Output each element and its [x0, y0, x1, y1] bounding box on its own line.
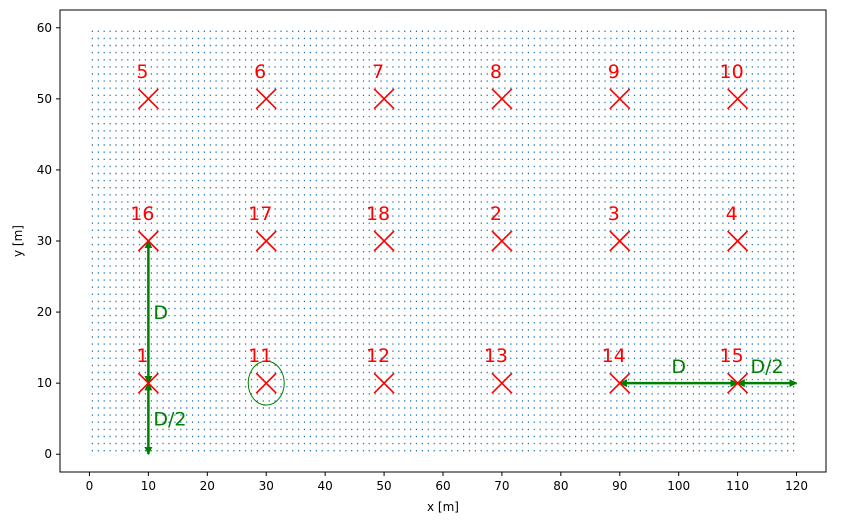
turbine-label: 3	[608, 203, 620, 225]
y-tick-label: 60	[37, 21, 52, 35]
dimension-label: D	[153, 302, 168, 324]
turbine-marker	[255, 372, 277, 394]
y-axis-ticks: 0 10 20 30 40 50 60	[37, 21, 60, 461]
y-tick-label: 10	[37, 376, 52, 390]
turbine-label: 10	[720, 61, 744, 83]
turbine-label: 14	[602, 345, 626, 367]
turbine-marker	[255, 88, 277, 110]
turbine-marker	[491, 230, 513, 252]
turbine-label: 9	[608, 61, 620, 83]
turbine-label: 11	[248, 345, 272, 367]
turbine-marker	[609, 230, 631, 252]
y-tick-label: 20	[37, 305, 52, 319]
dimension-label: D/2	[751, 356, 784, 378]
dimension-label: D/2	[153, 409, 186, 431]
plot-frame	[59, 9, 827, 473]
x-tick-label: 20	[200, 479, 215, 493]
turbine-label: 15	[720, 345, 744, 367]
y-axis-label: y [m]	[11, 225, 25, 257]
turbine-marker	[137, 88, 159, 110]
x-tick-label: 0	[86, 479, 94, 493]
x-tick-label: 30	[259, 479, 274, 493]
turbine-marker	[727, 88, 749, 110]
turbine-marker	[137, 372, 159, 394]
x-tick-label: 60	[435, 479, 450, 493]
x-tick-label: 90	[612, 479, 627, 493]
turbine-label: 5	[136, 61, 148, 83]
turbine-label: 6	[254, 61, 266, 83]
x-axis-ticks: 0 10 20 30 40 50 60 70 80 90 100 110 120	[86, 472, 808, 493]
turbine-marker	[373, 88, 395, 110]
turbine-marker	[727, 230, 749, 252]
dimension-label: D	[671, 356, 686, 378]
x-tick-label: 80	[553, 479, 568, 493]
y-tick-label: 50	[37, 92, 52, 106]
x-tick-label: 40	[318, 479, 333, 493]
x-tick-label: 110	[726, 479, 749, 493]
annotations-layer: D D/2 D D/2	[144, 240, 798, 456]
axes: 0 10 20 30 40 50 60 70 80 90 100 110 120 01020304050…	[11, 9, 827, 514]
turbine-label: 7	[372, 61, 384, 83]
x-tick-label: 70	[494, 479, 509, 493]
turbine-marker	[609, 88, 631, 110]
grid-points-layer	[91, 30, 795, 452]
turbine-marker	[491, 88, 513, 110]
turbine-label: 4	[726, 203, 738, 225]
x-tick-label: 120	[785, 479, 808, 493]
turbine-label: 12	[366, 345, 390, 367]
turbine-marker	[609, 372, 631, 394]
turbine-marker	[491, 372, 513, 394]
turbine-marker	[373, 372, 395, 394]
turbine-label: 8	[490, 61, 502, 83]
turbine-label: 2	[490, 203, 502, 225]
turbine-label: 18	[366, 203, 390, 225]
x-tick-label: 10	[141, 479, 156, 493]
x-tick-label: 50	[376, 479, 391, 493]
turbine-marker	[373, 230, 395, 252]
turbine-label: 13	[484, 345, 508, 367]
x-axis-label: x [m]	[427, 500, 459, 514]
turbine-marker	[137, 230, 159, 252]
highlight-circle	[247, 360, 285, 406]
y-tick-label: 40	[37, 163, 52, 177]
turbine-label: 1	[136, 345, 148, 367]
turbine-marker	[727, 372, 749, 394]
x-tick-label: 100	[667, 479, 690, 493]
grid-points	[91, 30, 795, 452]
y-tick-label: 0	[44, 447, 52, 461]
y-tick-label: 30	[37, 234, 52, 248]
turbine-label: 16	[130, 203, 154, 225]
turbine-label: 17	[248, 203, 272, 225]
turbine-marker	[255, 230, 277, 252]
